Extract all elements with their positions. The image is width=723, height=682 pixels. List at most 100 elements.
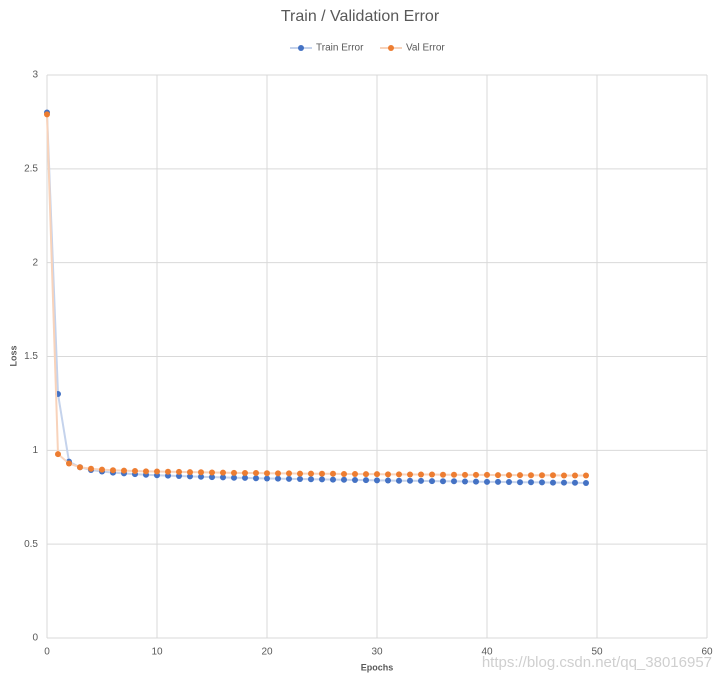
watermark: https://blog.csdn.net/qq_38016957: [482, 654, 712, 671]
data-point: [528, 479, 534, 486]
x-tick-label: 40: [481, 647, 493, 658]
data-point: [264, 475, 270, 482]
y-tick-label: 0.5: [24, 539, 38, 550]
data-point: [539, 472, 545, 479]
y-tick-label: 1.5: [24, 351, 38, 362]
data-point: [187, 469, 193, 476]
data-point: [352, 470, 358, 477]
data-point: [561, 479, 567, 486]
data-point: [44, 111, 50, 118]
data-point: [451, 478, 457, 485]
data-point: [583, 479, 589, 486]
x-tick-label: 20: [261, 647, 273, 658]
data-point: [319, 476, 325, 483]
data-point: [341, 470, 347, 477]
data-point: [440, 478, 446, 485]
data-point: [572, 472, 578, 479]
chart-title: Train / Validation Error: [281, 8, 440, 25]
data-point: [253, 470, 259, 477]
data-point: [429, 471, 435, 478]
y-tick-label: 3: [32, 70, 38, 81]
data-point: [275, 470, 281, 477]
data-point: [275, 475, 281, 482]
legend-marker: [298, 45, 304, 51]
data-point: [330, 470, 336, 477]
data-point: [572, 479, 578, 486]
data-point: [407, 471, 413, 478]
y-tick-label: 1: [32, 445, 38, 456]
legend-marker: [388, 45, 394, 51]
x-axis-label: Epochs: [361, 662, 394, 672]
data-point: [418, 471, 424, 478]
data-point: [242, 470, 248, 477]
data-point: [88, 465, 94, 472]
y-tick-label: 0: [32, 633, 38, 644]
y-tick-label: 2.5: [24, 163, 38, 174]
data-point: [297, 476, 303, 483]
data-point: [385, 471, 391, 478]
data-point: [451, 471, 457, 478]
data-point: [396, 471, 402, 478]
data-point: [418, 477, 424, 484]
data-point: [286, 475, 292, 482]
x-tick-label: 0: [44, 647, 50, 658]
data-point: [231, 469, 237, 476]
data-point: [330, 476, 336, 483]
data-point: [308, 470, 314, 477]
data-point: [209, 469, 215, 476]
data-point: [110, 467, 116, 474]
data-point: [396, 477, 402, 484]
data-point: [440, 471, 446, 478]
data-point: [165, 468, 171, 475]
data-point: [517, 479, 523, 486]
data-point: [55, 451, 61, 458]
data-point: [154, 468, 160, 475]
x-tick-label: 60: [701, 647, 713, 658]
data-point: [66, 460, 72, 467]
y-axis-label: Loss: [8, 345, 18, 366]
data-point: [561, 472, 567, 479]
data-point: [462, 478, 468, 485]
data-point: [484, 478, 490, 485]
data-point: [220, 474, 226, 481]
data-point: [352, 476, 358, 483]
legend-label: Val Error: [406, 43, 445, 54]
data-point: [176, 473, 182, 480]
data-point: [429, 478, 435, 485]
data-point: [132, 467, 138, 474]
data-point: [198, 469, 204, 476]
data-point: [198, 473, 204, 480]
data-point: [550, 472, 556, 479]
data-point: [484, 471, 490, 478]
data-point: [528, 472, 534, 479]
data-point: [550, 479, 556, 486]
data-point: [297, 470, 303, 477]
data-point: [253, 475, 259, 482]
data-point: [242, 474, 248, 481]
series-line: [46, 112, 587, 484]
data-point: [341, 476, 347, 483]
data-point: [209, 474, 215, 481]
data-point: [506, 472, 512, 479]
data-point: [363, 471, 369, 478]
data-point: [385, 477, 391, 484]
data-point: [506, 479, 512, 486]
data-point: [495, 472, 501, 479]
data-point: [517, 472, 523, 479]
data-point: [363, 477, 369, 484]
y-tick-label: 2: [32, 257, 38, 268]
data-point: [187, 473, 193, 480]
data-point: [407, 477, 413, 484]
data-point: [143, 468, 149, 475]
data-point: [121, 467, 127, 474]
data-point: [319, 470, 325, 477]
data-point: [77, 464, 83, 471]
legend-label: Train Error: [316, 43, 364, 54]
data-point: [264, 470, 270, 477]
data-point: [374, 477, 380, 484]
x-tick-label: 10: [151, 647, 163, 658]
data-point: [473, 471, 479, 478]
data-point: [231, 474, 237, 481]
